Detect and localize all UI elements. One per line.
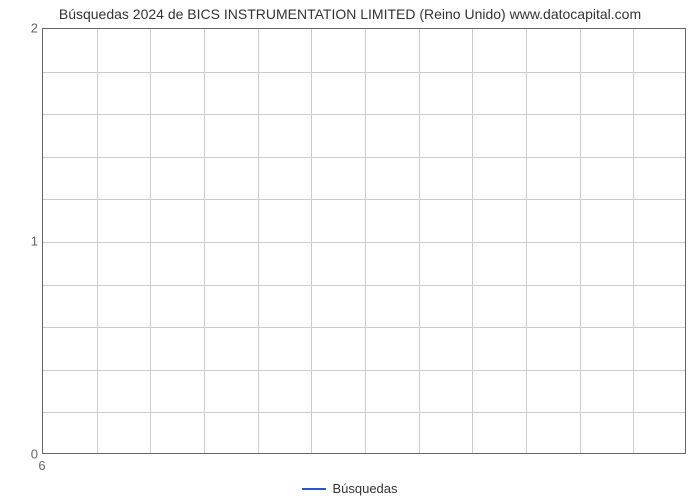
y-tick-label: 0 xyxy=(8,447,38,462)
v-gridline xyxy=(365,29,366,453)
chart-title: Búsquedas 2024 de BICS INSTRUMENTATION L… xyxy=(0,6,700,22)
h-gridline xyxy=(43,327,685,328)
chart-container: Búsquedas 2024 de BICS INSTRUMENTATION L… xyxy=(0,0,700,500)
h-gridline xyxy=(43,157,685,158)
legend-label: Búsquedas xyxy=(332,481,397,496)
legend: Búsquedas xyxy=(0,481,700,496)
legend-swatch xyxy=(302,488,326,490)
h-gridline xyxy=(43,242,685,243)
v-gridline xyxy=(580,29,581,453)
y-tick-label: 1 xyxy=(8,234,38,249)
x-tick-label: 6 xyxy=(38,458,45,473)
v-gridline xyxy=(150,29,151,453)
v-gridline xyxy=(311,29,312,453)
h-gridline xyxy=(43,114,685,115)
h-gridline xyxy=(43,199,685,200)
h-gridline xyxy=(43,285,685,286)
v-gridline xyxy=(258,29,259,453)
v-gridline xyxy=(472,29,473,453)
h-gridline xyxy=(43,412,685,413)
y-tick-label: 2 xyxy=(8,21,38,36)
h-gridline xyxy=(43,72,685,73)
v-gridline xyxy=(97,29,98,453)
v-gridline xyxy=(526,29,527,453)
h-gridline xyxy=(43,370,685,371)
v-gridline xyxy=(204,29,205,453)
v-gridline xyxy=(633,29,634,453)
plot-area xyxy=(42,28,686,454)
v-gridline xyxy=(419,29,420,453)
